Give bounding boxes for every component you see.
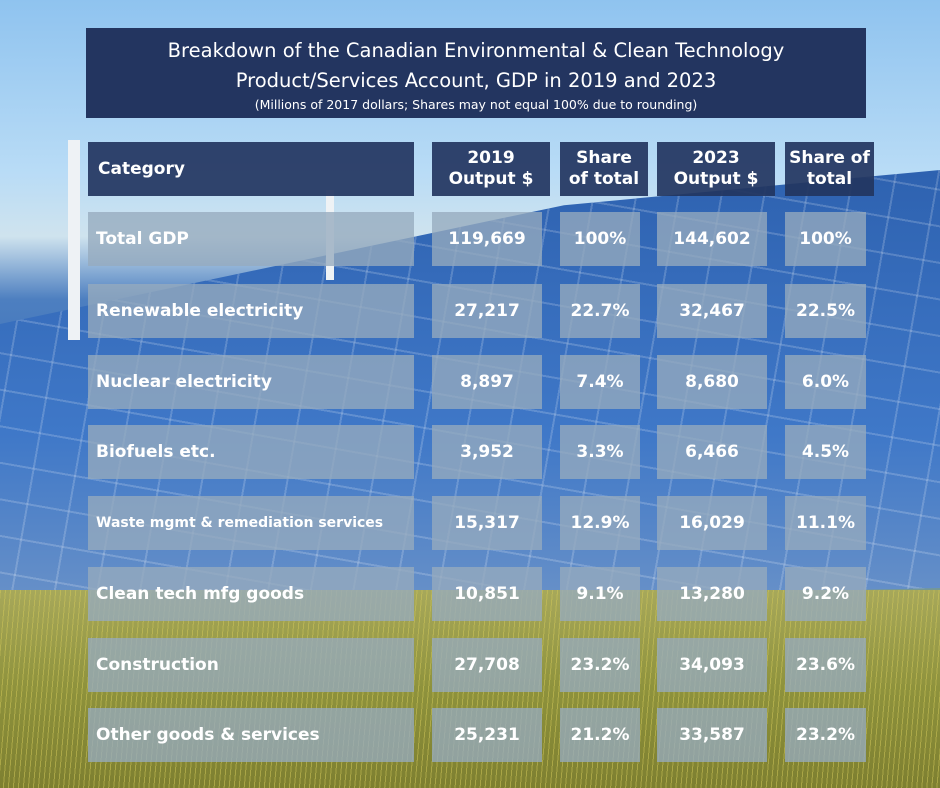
- cell-category: Construction: [88, 638, 414, 692]
- cell-output-2023: 6,466: [657, 425, 767, 479]
- cell-share-2023: 23.6%: [785, 638, 866, 692]
- cell-output-2023: 144,602: [657, 212, 767, 266]
- cell-share-2023: 6.0%: [785, 355, 866, 409]
- cell-output-2019: 25,231: [432, 708, 542, 762]
- cell-category: Total GDP: [88, 212, 414, 266]
- cell-category: Waste mgmt & remediation services: [88, 496, 414, 550]
- cell-output-2019: 27,708: [432, 638, 542, 692]
- cell-share-2019: 22.7%: [560, 284, 640, 338]
- cell-output-2019: 119,669: [432, 212, 542, 266]
- cell-share-2019: 3.3%: [560, 425, 640, 479]
- cell-output-2019: 10,851: [432, 567, 542, 621]
- title-line-2: Product/Services Account, GDP in 2019 an…: [235, 69, 717, 92]
- cell-share-2019: 12.9%: [560, 496, 640, 550]
- wind-turbine-tower: [68, 140, 80, 340]
- header-share-2019: Share of total: [560, 142, 648, 196]
- cell-share-2019: 21.2%: [560, 708, 640, 762]
- cell-share-2023: 23.2%: [785, 708, 866, 762]
- cell-share-2019: 7.4%: [560, 355, 640, 409]
- cell-output-2019: 8,897: [432, 355, 542, 409]
- cell-share-2023: 4.5%: [785, 425, 866, 479]
- cell-share-2019: 100%: [560, 212, 640, 266]
- cell-share-2023: 9.2%: [785, 567, 866, 621]
- cell-output-2019: 15,317: [432, 496, 542, 550]
- cell-output-2023: 16,029: [657, 496, 767, 550]
- cell-share-2023: 100%: [785, 212, 866, 266]
- cell-output-2019: 27,217: [432, 284, 542, 338]
- cell-output-2019: 3,952: [432, 425, 542, 479]
- cell-share-2023: 22.5%: [785, 284, 866, 338]
- cell-output-2023: 34,093: [657, 638, 767, 692]
- cell-output-2023: 33,587: [657, 708, 767, 762]
- cell-output-2023: 32,467: [657, 284, 767, 338]
- header-output-2019: 2019 Output $: [432, 142, 550, 196]
- cell-category: Biofuels etc.: [88, 425, 414, 479]
- title-line-1: Breakdown of the Canadian Environmental …: [167, 39, 785, 62]
- cell-share-2023: 11.1%: [785, 496, 866, 550]
- cell-output-2023: 8,680: [657, 355, 767, 409]
- header-category: Category: [88, 142, 414, 196]
- cell-share-2019: 23.2%: [560, 638, 640, 692]
- subtitle: (Millions of 2017 dollars; Shares may no…: [254, 97, 698, 112]
- title-box: Breakdown of the Canadian Environmental …: [86, 28, 866, 118]
- cell-category: Other goods & services: [88, 708, 414, 762]
- cell-share-2019: 9.1%: [560, 567, 640, 621]
- header-output-2023: 2023 Output $: [657, 142, 775, 196]
- header-share-2023: Share of total: [785, 142, 874, 196]
- cell-category: Clean tech mfg goods: [88, 567, 414, 621]
- cell-category: Renewable electricity: [88, 284, 414, 338]
- cell-category: Nuclear electricity: [88, 355, 414, 409]
- cell-output-2023: 13,280: [657, 567, 767, 621]
